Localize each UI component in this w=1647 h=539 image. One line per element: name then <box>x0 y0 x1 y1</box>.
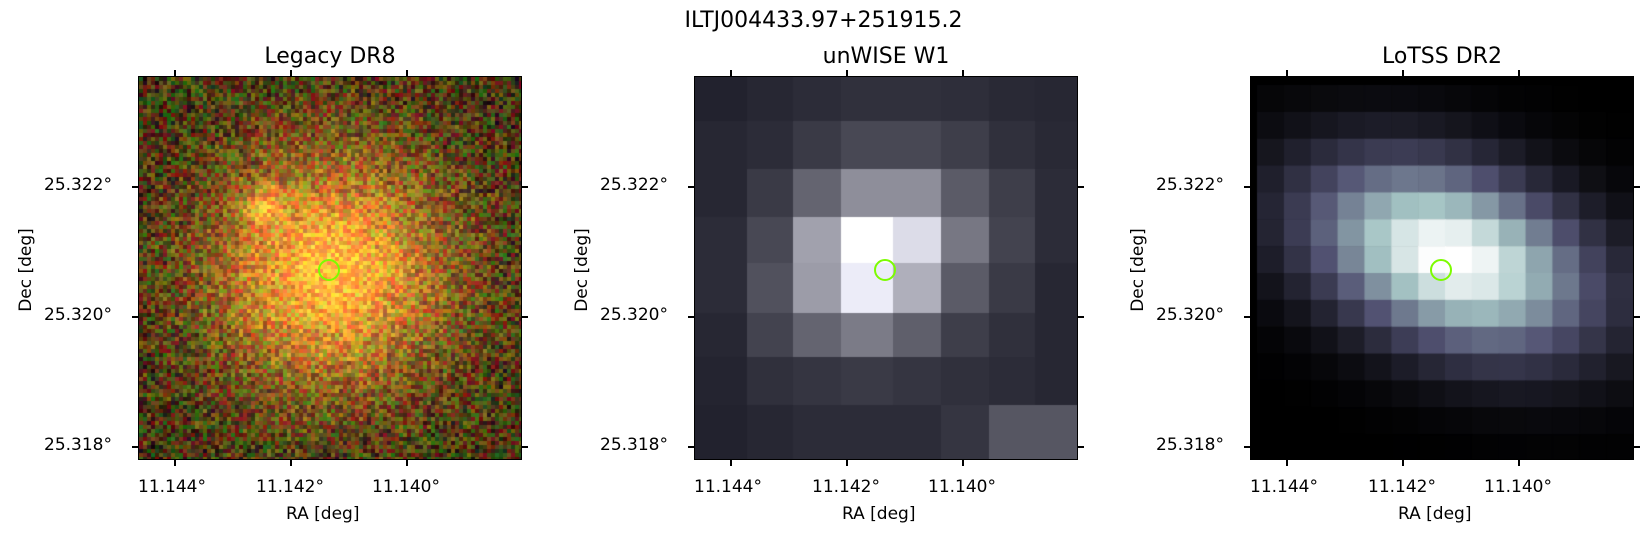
source-position-marker <box>1430 259 1452 281</box>
x-axis-label: RA [deg] <box>1398 504 1472 524</box>
y-tick-mark <box>1244 316 1250 318</box>
x-tick-label: 11.140° <box>928 477 996 497</box>
y-tick-label: 25.320° <box>44 305 112 325</box>
x-tick-label: 11.142° <box>812 477 880 497</box>
y-tick-mark <box>132 186 138 188</box>
y-tick-mark <box>132 316 138 318</box>
x-tick-label: 11.144° <box>138 477 206 497</box>
panel-title-unwise: unWISE W1 <box>822 44 950 69</box>
x-tick-mark <box>406 70 408 76</box>
y-tick-mark <box>522 316 528 318</box>
y-tick-label: 25.320° <box>1156 305 1224 325</box>
x-tick-mark <box>290 460 292 466</box>
y-tick-mark <box>522 186 528 188</box>
x-tick-mark <box>1518 70 1520 76</box>
panel-title-lotss: LoTSS DR2 <box>1382 44 1502 69</box>
x-tick-mark <box>730 70 732 76</box>
x-tick-label: 11.140° <box>1484 477 1552 497</box>
x-tick-mark <box>846 460 848 466</box>
x-tick-mark <box>730 460 732 466</box>
y-tick-label: 25.322° <box>44 175 112 195</box>
x-tick-mark <box>174 70 176 76</box>
y-tick-mark <box>688 316 694 318</box>
source-position-marker <box>874 259 896 281</box>
y-tick-mark <box>1078 446 1084 448</box>
x-tick-mark <box>1402 460 1404 466</box>
x-axis-label: RA [deg] <box>842 504 916 524</box>
x-tick-label: 11.142° <box>1368 477 1436 497</box>
x-tick-mark <box>1402 70 1404 76</box>
x-tick-label: 11.144° <box>694 477 762 497</box>
x-tick-mark <box>962 70 964 76</box>
y-tick-mark <box>1244 446 1250 448</box>
y-tick-label: 25.320° <box>600 305 668 325</box>
x-axis-label: RA [deg] <box>286 504 360 524</box>
y-tick-mark <box>1634 186 1640 188</box>
source-position-marker <box>318 259 340 281</box>
y-tick-mark <box>1078 186 1084 188</box>
figure-title: ILTJ004433.97+251915.2 <box>684 8 963 33</box>
x-tick-mark <box>290 70 292 76</box>
y-tick-mark <box>688 186 694 188</box>
x-tick-mark <box>846 70 848 76</box>
y-tick-mark <box>132 446 138 448</box>
x-tick-mark <box>1518 460 1520 466</box>
panel-title-legacy: Legacy DR8 <box>264 44 396 69</box>
y-tick-mark <box>522 446 528 448</box>
x-tick-mark <box>1286 460 1288 466</box>
y-tick-label: 25.322° <box>1156 175 1224 195</box>
y-tick-label: 25.318° <box>600 435 668 455</box>
x-tick-mark <box>1286 70 1288 76</box>
x-tick-mark <box>174 460 176 466</box>
y-tick-label: 25.318° <box>44 435 112 455</box>
y-tick-mark <box>1078 316 1084 318</box>
x-tick-mark <box>962 460 964 466</box>
x-tick-label: 11.140° <box>372 477 440 497</box>
y-tick-label: 25.322° <box>600 175 668 195</box>
y-tick-mark <box>688 446 694 448</box>
y-tick-mark <box>1244 186 1250 188</box>
y-axis-label: Dec [deg] <box>571 228 592 312</box>
y-axis-label: Dec [deg] <box>1127 228 1148 312</box>
x-tick-label: 11.144° <box>1250 477 1318 497</box>
y-tick-mark <box>1634 446 1640 448</box>
y-tick-label: 25.318° <box>1156 435 1224 455</box>
x-tick-mark <box>406 460 408 466</box>
y-tick-mark <box>1634 316 1640 318</box>
x-tick-label: 11.142° <box>256 477 324 497</box>
y-axis-label: Dec [deg] <box>15 228 36 312</box>
